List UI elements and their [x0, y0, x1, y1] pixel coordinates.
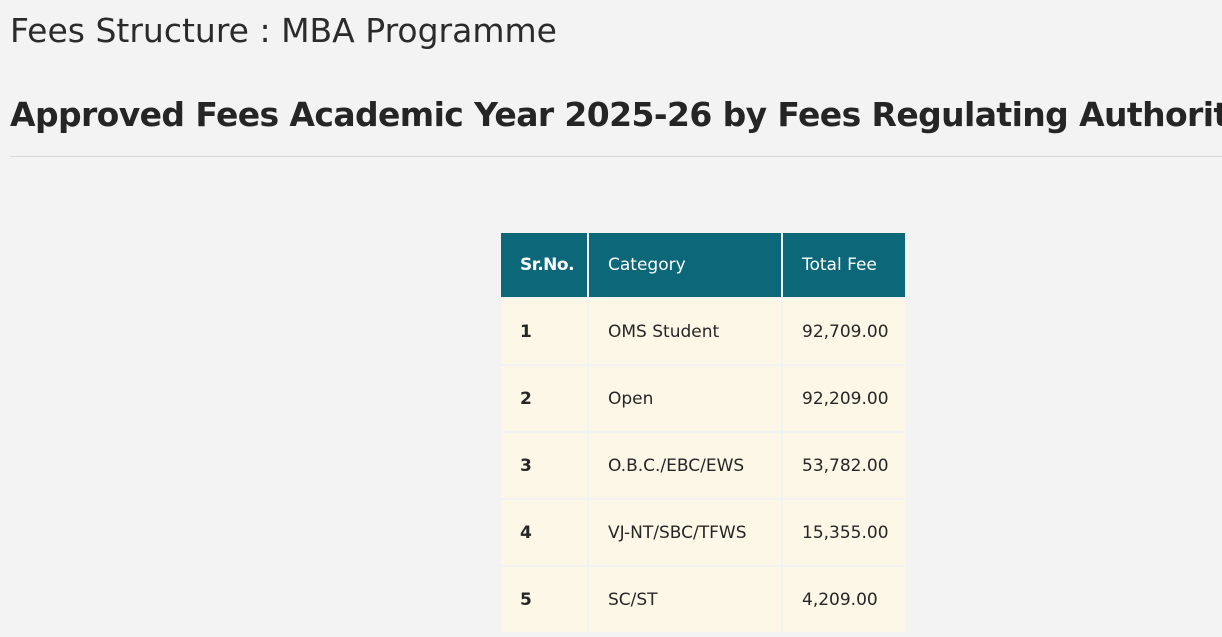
cell-total-fee: 4,209.00 — [783, 567, 905, 632]
table-header-row: Sr.No. Category Total Fee — [501, 233, 905, 297]
cell-total-fee: 92,209.00 — [783, 366, 905, 431]
section-heading: Approved Fees Academic Year 2025-26 by F… — [10, 95, 1222, 134]
cell-total-fee: 15,355.00 — [783, 500, 905, 565]
header-total-fee: Total Fee — [783, 233, 905, 297]
fees-table: Sr.No. Category Total Fee 1 OMS Student … — [499, 231, 907, 634]
table-row: 3 O.B.C./EBC/EWS 53,782.00 — [501, 433, 905, 498]
cell-sr-no: 3 — [501, 433, 587, 498]
divider — [10, 156, 1222, 157]
cell-total-fee: 92,709.00 — [783, 299, 905, 364]
table-row: 1 OMS Student 92,709.00 — [501, 299, 905, 364]
cell-category: O.B.C./EBC/EWS — [589, 433, 781, 498]
cell-category: SC/ST — [589, 567, 781, 632]
cell-category: OMS Student — [589, 299, 781, 364]
cell-category: VJ-NT/SBC/TFWS — [589, 500, 781, 565]
page-title: Fees Structure : MBA Programme — [10, 11, 557, 50]
header-sr-no: Sr.No. — [501, 233, 587, 297]
cell-sr-no: 1 — [501, 299, 587, 364]
cell-sr-no: 2 — [501, 366, 587, 431]
cell-sr-no: 5 — [501, 567, 587, 632]
cell-total-fee: 53,782.00 — [783, 433, 905, 498]
cell-sr-no: 4 — [501, 500, 587, 565]
table-row: 4 VJ-NT/SBC/TFWS 15,355.00 — [501, 500, 905, 565]
table-row: 5 SC/ST 4,209.00 — [501, 567, 905, 632]
table-row: 2 Open 92,209.00 — [501, 366, 905, 431]
cell-category: Open — [589, 366, 781, 431]
header-category: Category — [589, 233, 781, 297]
